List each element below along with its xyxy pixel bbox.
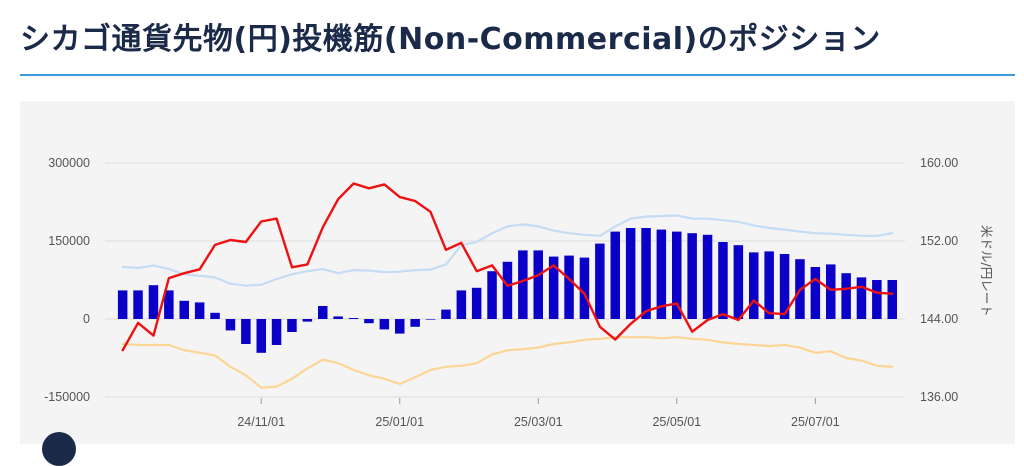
net-position-bar <box>579 257 590 319</box>
net-position-bar <box>656 229 667 319</box>
net-position-bar <box>502 261 513 319</box>
net-position-bar <box>764 251 774 319</box>
net-position-bar <box>872 280 882 319</box>
net-position-bar <box>225 319 236 331</box>
net-position-bar <box>441 309 451 319</box>
net-position-bar <box>702 234 713 319</box>
right-axis-ticks: 160.00 152.00 144.00 136.00 <box>920 156 958 404</box>
net-position-bar <box>364 319 374 324</box>
net-position-bar <box>749 252 759 319</box>
left-tick-label: 150000 <box>48 234 90 248</box>
net-position-bar <box>641 228 651 319</box>
left-tick-label: 300000 <box>48 156 90 170</box>
net-position-bar <box>379 319 390 330</box>
net-position-bar <box>533 250 543 319</box>
net-position-bar <box>117 290 128 319</box>
net-position-bar <box>133 290 143 319</box>
net-position-bar <box>625 228 636 319</box>
net-position-bar <box>856 277 867 319</box>
x-tick-label: 25/03/01 <box>514 415 563 429</box>
chart-panel: 300000 150000 0 -150000 160.00 152.00 144.00 1… <box>20 101 1015 444</box>
net-position-bar <box>318 306 328 319</box>
net-position-bar <box>548 256 559 319</box>
usdjpy-rate-series <box>121 182 894 352</box>
right-tick-label: 152.00 <box>920 234 958 248</box>
net-position-bar <box>471 287 482 319</box>
net-position-bar <box>271 319 282 345</box>
net-position-bar <box>487 271 497 319</box>
net-position-bar <box>425 319 436 320</box>
net-position-bar <box>595 243 605 319</box>
left-tick-label: -150000 <box>44 390 90 404</box>
net-position-bar <box>610 231 620 319</box>
long-positions-line <box>121 214 894 287</box>
net-position-bar <box>779 254 790 319</box>
net-position-bar <box>672 231 682 319</box>
page-title: シカゴ通貨先物(円)投機筋(Non-Commercial)のポジション <box>20 22 881 57</box>
short-positions-line <box>121 336 894 389</box>
x-axis-ticks: 24/11/01 25/01/01 25/03/01 25/05/01 25/07/01 <box>237 398 840 429</box>
right-tick-label: 144.00 <box>920 312 958 326</box>
net-position-bar <box>733 245 744 319</box>
net-position-bar <box>518 250 528 319</box>
net-position-bar <box>826 264 836 319</box>
net-position-bar <box>241 319 251 344</box>
net-position-bar <box>887 280 897 319</box>
net-position-bar <box>687 233 697 319</box>
net-position-bar <box>302 319 313 322</box>
long-positions-series <box>121 214 894 287</box>
right-tick-label: 136.00 <box>920 390 958 404</box>
net-position-bar <box>456 290 467 319</box>
usdjpy-rate-line <box>121 182 894 352</box>
title-divider <box>20 74 1015 76</box>
net-position-bar <box>841 273 851 319</box>
net-position-bar <box>395 319 405 334</box>
net-position-bar <box>210 312 220 319</box>
right-axis-title: 米ドル/円レート <box>979 225 994 317</box>
left-axis-ticks: 300000 150000 0 -150000 <box>44 156 90 404</box>
net-position-bar <box>148 285 159 319</box>
right-tick-label: 160.00 <box>920 156 958 170</box>
net-position-bar <box>194 302 205 319</box>
net-position-bars <box>117 228 897 353</box>
net-position-bar <box>333 316 343 319</box>
x-tick-label: 25/01/01 <box>375 415 424 429</box>
x-tick-label: 25/05/01 <box>652 415 701 429</box>
net-position-bar <box>164 290 174 319</box>
net-position-bar <box>810 267 821 319</box>
net-position-bar <box>287 319 297 332</box>
net-position-bar <box>410 319 420 327</box>
x-tick-label: 24/11/01 <box>237 415 285 429</box>
net-position-bar <box>256 319 266 353</box>
brand-badge-icon <box>42 432 76 466</box>
short-positions-series <box>121 336 894 389</box>
net-position-bar <box>348 318 359 319</box>
x-tick-label: 25/07/01 <box>791 415 840 429</box>
left-tick-label: 0 <box>83 312 90 326</box>
net-position-bar <box>179 300 189 319</box>
net-position-bar <box>718 242 728 319</box>
net-position-bar <box>564 255 574 319</box>
